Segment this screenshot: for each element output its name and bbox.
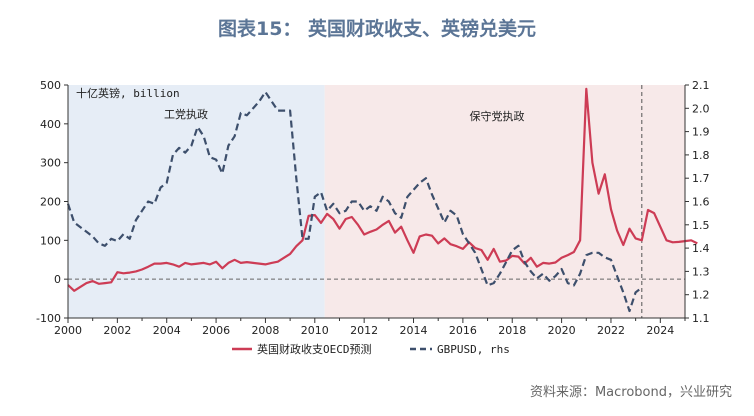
x-tick-label: 2018 — [498, 324, 526, 337]
y-right-tick-label: 1.4 — [692, 242, 710, 255]
x-tick-label: 2000 — [54, 324, 82, 337]
period-bands — [68, 85, 685, 318]
x-tick-label: 2012 — [350, 324, 378, 337]
axes — [64, 84, 689, 323]
y-left-tick-label: 100 — [40, 234, 61, 247]
annotations: 十亿英镑, billion 工党执政 保守党执政 — [76, 86, 525, 123]
chart-title: 图表15： 英国财政收支、英镑兑美元 — [217, 18, 537, 40]
legend-label-fiscal-balance: 英国财政收支OECD预测 — [257, 342, 372, 356]
y-left-tick-label: 0 — [54, 273, 61, 286]
x-tick-label: 2010 — [301, 324, 329, 337]
legend-label-gbpusd: GBPUSD, rhs — [437, 343, 510, 356]
y-left-tick-label: 400 — [40, 118, 61, 131]
y-left-tick-label: 500 — [40, 79, 61, 92]
y-right-tick-label: 1.7 — [692, 172, 710, 185]
unit-label: 十亿英镑, billion — [76, 86, 180, 100]
series-line-gbpusd — [66, 90, 643, 313]
source-note: 资料来源：Macrobond，兴业研究 — [529, 385, 732, 400]
x-tick-label: 2002 — [103, 324, 131, 337]
x-tick-label: 2008 — [251, 324, 279, 337]
y-right-tick-label: 1.8 — [692, 149, 710, 162]
reference-lines — [68, 85, 685, 318]
y-right-tick-label: 1.1 — [692, 312, 710, 325]
x-tick-label: 2020 — [548, 324, 576, 337]
tick-labels: -100 0 100 200 300 400 500 1.1 1.2 1.3 1.4 1.5 1.6 1.… — [36, 79, 709, 337]
y-left-tick-label: -100 — [36, 312, 61, 325]
x-tick-label: 2006 — [202, 324, 230, 337]
y-right-tick-label: 2.0 — [692, 102, 710, 115]
y-right-tick-label: 1.5 — [692, 219, 710, 232]
y-left-tick-label: 300 — [40, 157, 61, 170]
x-tick-label: 2016 — [449, 324, 477, 337]
y-right-tick-label: 1.9 — [692, 126, 710, 139]
y-right-tick-label: 1.3 — [692, 265, 710, 278]
x-tick-label: 2024 — [646, 324, 674, 337]
period-label-conservative: 保守党执政 — [470, 109, 525, 123]
x-tick-label: 2014 — [400, 324, 428, 337]
period-label-labour: 工党执政 — [164, 107, 208, 121]
y-right-tick-label: 1.2 — [692, 289, 710, 302]
x-tick-label: 2022 — [597, 324, 625, 337]
y-right-tick-label: 1.6 — [692, 196, 710, 209]
legend: 英国财政收支OECD预测 GBPUSD, rhs — [232, 342, 510, 356]
y-right-tick-label: 2.1 — [692, 79, 710, 92]
series-lines — [66, 87, 698, 313]
x-tick-label: 2004 — [153, 324, 181, 337]
y-left-tick-label: 200 — [40, 196, 61, 209]
series-line-fiscal-balance — [67, 87, 698, 292]
